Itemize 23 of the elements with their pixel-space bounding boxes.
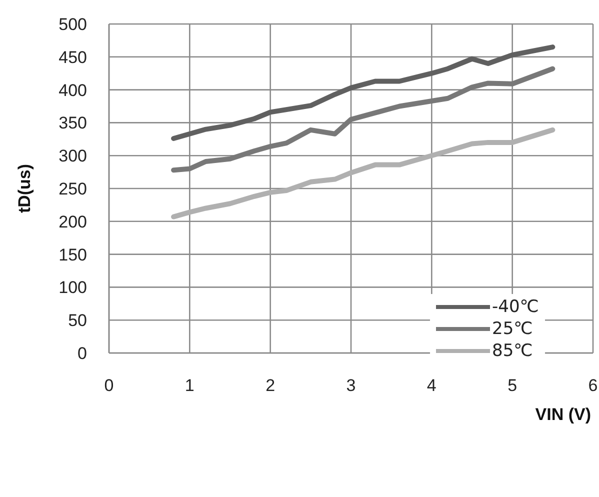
y-tick-label: 50 xyxy=(68,311,87,330)
y-tick-label: 450 xyxy=(58,48,87,67)
x-tick-label: 1 xyxy=(184,376,194,396)
x-tick-label: 4 xyxy=(426,376,436,396)
x-axis-title: VIN (V) xyxy=(535,405,591,424)
y-tick-label: 250 xyxy=(58,180,87,199)
y-tick-label: 400 xyxy=(58,80,87,100)
legend-label: 25℃ xyxy=(492,319,533,339)
x-tick-label: 2 xyxy=(266,376,276,396)
legend-label: 85℃ xyxy=(492,341,533,361)
y-tick-label: 300 xyxy=(58,146,87,166)
y-tick-label: 500 xyxy=(58,15,87,34)
y-tick-label: 200 xyxy=(58,212,87,232)
y-tick-label: 350 xyxy=(58,114,87,133)
y-tick-label: 150 xyxy=(58,245,87,264)
x-tick-label: 0 xyxy=(104,376,114,396)
x-tick-label: 6 xyxy=(588,376,598,396)
x-tick-label: 3 xyxy=(346,376,356,396)
y-tick-label: 100 xyxy=(58,278,87,298)
y-axis-title: tD(us) xyxy=(15,164,34,214)
y-tick-label: 0 xyxy=(78,344,87,364)
x-tick-label: 5 xyxy=(508,376,518,396)
legend-label: -40℃ xyxy=(492,297,539,317)
